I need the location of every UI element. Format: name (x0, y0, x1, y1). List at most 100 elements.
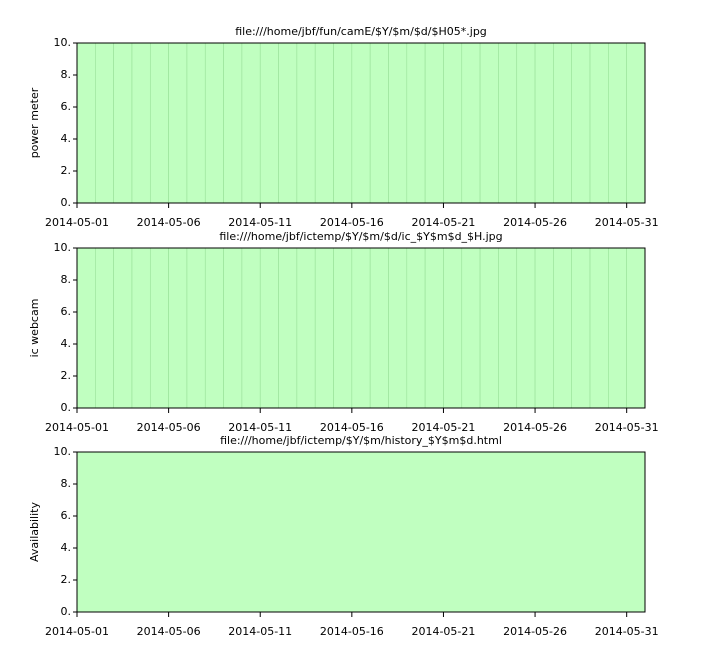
bar (204, 247, 224, 409)
bar (113, 42, 133, 204)
y-tick-label: 4. (61, 337, 72, 350)
bar (388, 42, 408, 204)
bar (259, 42, 279, 204)
bar (461, 247, 481, 409)
x-tick-label: 2014-05-21 (411, 421, 475, 434)
y-tick-label: 2. (61, 164, 72, 177)
bar (278, 451, 298, 613)
bar (534, 42, 554, 204)
bar (351, 42, 371, 204)
x-tick-label: 2014-05-11 (228, 421, 292, 434)
bar (498, 247, 518, 409)
x-tick-label: 2014-05-06 (137, 421, 201, 434)
bar (608, 42, 627, 204)
bar (241, 451, 261, 613)
chart-title: file:///home/jbf/ictemp/$Y/$m/$d/ic_$Y$m… (219, 230, 502, 243)
bar (406, 247, 426, 409)
bar (553, 451, 573, 613)
x-tick-label: 2014-05-16 (320, 421, 384, 434)
bar (259, 451, 279, 613)
bar (296, 247, 316, 409)
bar (333, 42, 353, 204)
bar (388, 247, 408, 409)
bar (571, 451, 591, 613)
bar (76, 247, 96, 409)
y-tick-label: 2. (61, 369, 72, 382)
bar (314, 451, 334, 613)
y-tick-label: 10. (54, 445, 72, 458)
bar (589, 42, 609, 204)
y-tick-label: 2. (61, 573, 72, 586)
x-tick-label: 2014-05-06 (137, 625, 201, 638)
bar (424, 451, 444, 613)
chart-title: file:///home/jbf/ictemp/$Y/$m/history_$Y… (220, 434, 502, 447)
x-tick-label: 2014-05-01 (45, 216, 109, 229)
y-axis-label: Availability (28, 502, 41, 562)
bar (149, 451, 169, 613)
bar (95, 42, 114, 204)
bar (149, 247, 169, 409)
bar (168, 247, 188, 409)
bar (553, 42, 573, 204)
bar (76, 451, 96, 613)
y-axis-label: ic webcam (28, 299, 41, 358)
bar (424, 42, 444, 204)
bar (516, 247, 536, 409)
bar (608, 451, 627, 613)
plot-frame (76, 451, 646, 613)
y-tick-label: 4. (61, 132, 72, 145)
x-tick-label: 2014-05-21 (411, 625, 475, 638)
y-tick-label: 6. (61, 509, 72, 522)
y-tick-label: 0. (61, 196, 72, 209)
bar (443, 42, 463, 204)
x-tick-label: 2014-05-06 (137, 216, 201, 229)
bar (534, 247, 554, 409)
y-tick-label: 4. (61, 541, 72, 554)
y-tick-label: 6. (61, 305, 72, 318)
x-tick-label: 2014-05-26 (503, 421, 567, 434)
x-tick-label: 2014-05-31 (595, 625, 659, 638)
bar (516, 42, 536, 204)
bar (131, 451, 151, 613)
bar (259, 247, 279, 409)
bar (113, 451, 133, 613)
x-tick-label: 2014-05-11 (228, 216, 292, 229)
y-tick-label: 6. (61, 100, 72, 113)
bar (223, 451, 243, 613)
bar (168, 451, 188, 613)
bar (186, 42, 206, 204)
bar (571, 247, 591, 409)
y-tick-label: 10. (54, 241, 72, 254)
bar (443, 247, 463, 409)
bar (223, 42, 243, 204)
y-tick-label: 0. (61, 401, 72, 414)
bar (241, 247, 261, 409)
bar (424, 247, 444, 409)
bar (406, 451, 426, 613)
x-tick-label: 2014-05-26 (503, 216, 567, 229)
bar (406, 42, 426, 204)
x-tick-label: 2014-05-31 (595, 216, 659, 229)
bar (626, 451, 646, 613)
bar (204, 451, 224, 613)
bar (589, 247, 609, 409)
bar (479, 247, 499, 409)
bar (278, 42, 298, 204)
bar (76, 42, 96, 204)
bar (149, 42, 169, 204)
bar (186, 451, 206, 613)
bar (461, 451, 481, 613)
x-tick-label: 2014-05-01 (45, 421, 109, 434)
x-tick-label: 2014-05-11 (228, 625, 292, 638)
bar (498, 42, 518, 204)
bar (369, 451, 389, 613)
bar (553, 247, 573, 409)
bar (333, 247, 353, 409)
y-tick-label: 8. (61, 68, 72, 81)
x-tick-label: 2014-05-21 (411, 216, 475, 229)
bar (296, 42, 316, 204)
bar (443, 451, 463, 613)
y-tick-label: 10. (54, 36, 72, 49)
bar (626, 247, 646, 409)
